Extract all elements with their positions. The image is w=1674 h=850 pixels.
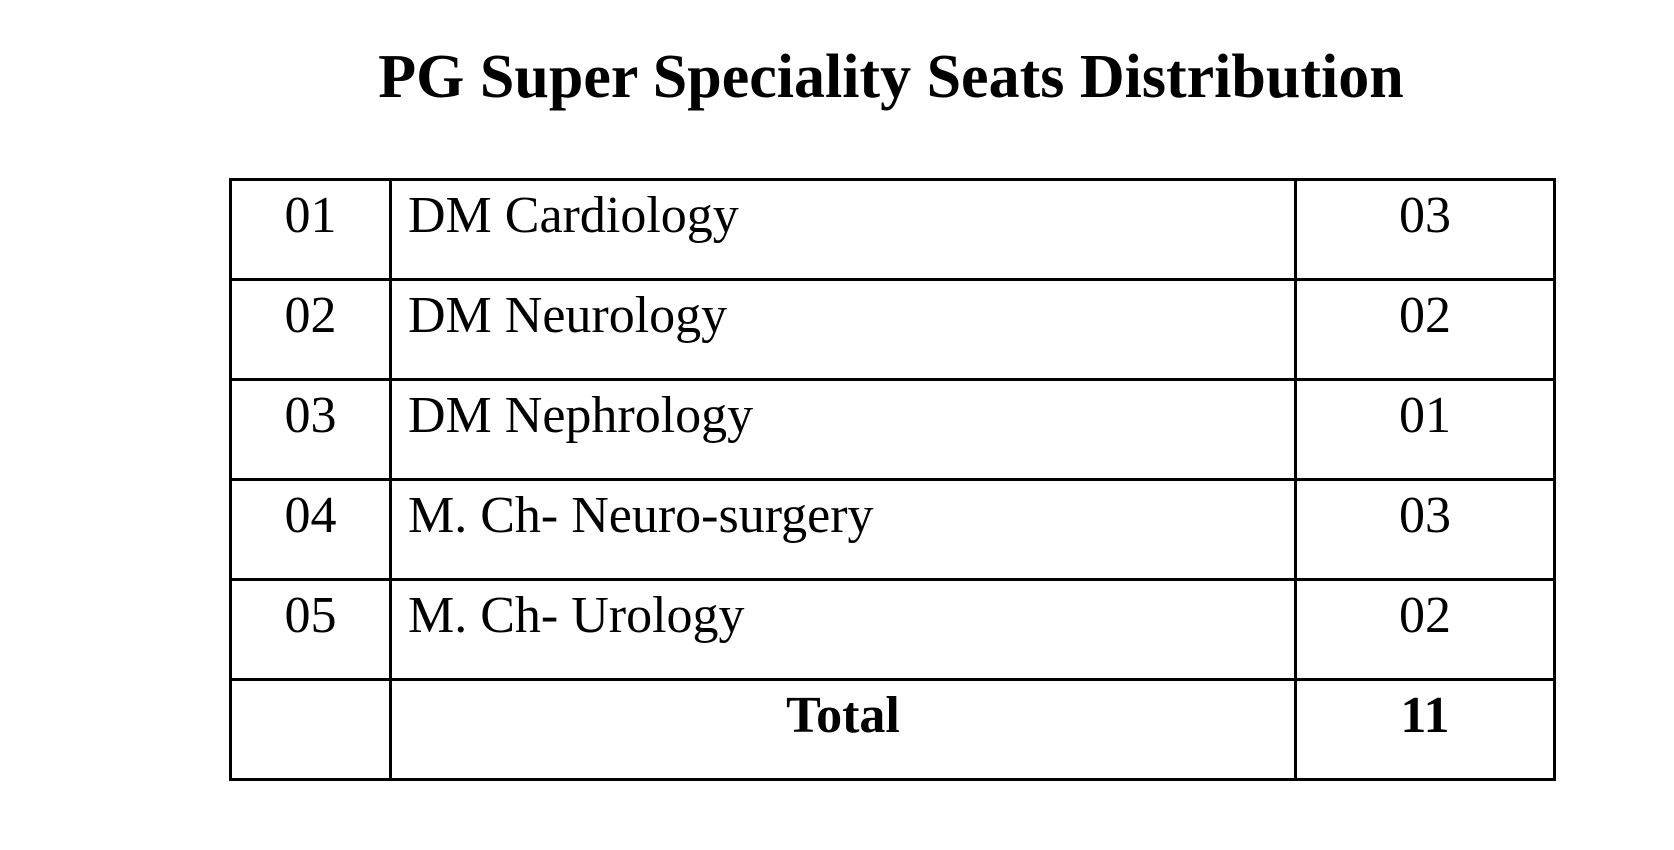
course-name-cell: M. Ch- Neuro-surgery [389, 478, 1297, 581]
serial-number-cell: 03 [229, 378, 392, 481]
table-total-row: Total 11 [229, 678, 1556, 781]
seats-distribution-table: 01 DM Cardiology 03 02 DM Neurology 02 0… [229, 178, 1556, 781]
table-row: 05 M. Ch- Urology 02 [229, 578, 1556, 681]
seat-count-cell: 02 [1294, 278, 1556, 381]
table-row: 04 M. Ch- Neuro-surgery 03 [229, 478, 1556, 581]
table-row: 01 DM Cardiology 03 [229, 178, 1556, 281]
course-name-cell: DM Cardiology [389, 178, 1297, 281]
seat-count-cell: 01 [1294, 378, 1556, 481]
serial-number-cell: 05 [229, 578, 392, 681]
seat-count-cell: 03 [1294, 178, 1556, 281]
total-label-cell: Total [389, 678, 1297, 781]
table-row: 02 DM Neurology 02 [229, 278, 1556, 381]
total-empty-cell [229, 678, 392, 781]
serial-number-cell: 04 [229, 478, 392, 581]
course-name-cell: M. Ch- Urology [389, 578, 1297, 681]
course-name-cell: DM Nephrology [389, 378, 1297, 481]
seat-count-cell: 02 [1294, 578, 1556, 681]
table-row: 03 DM Nephrology 01 [229, 378, 1556, 481]
serial-number-cell: 02 [229, 278, 392, 381]
course-name-cell: DM Neurology [389, 278, 1297, 381]
page-title: PG Super Speciality Seats Distribution [378, 43, 1404, 111]
serial-number-cell: 01 [229, 178, 392, 281]
seat-count-cell: 03 [1294, 478, 1556, 581]
total-value-cell: 11 [1294, 678, 1556, 781]
